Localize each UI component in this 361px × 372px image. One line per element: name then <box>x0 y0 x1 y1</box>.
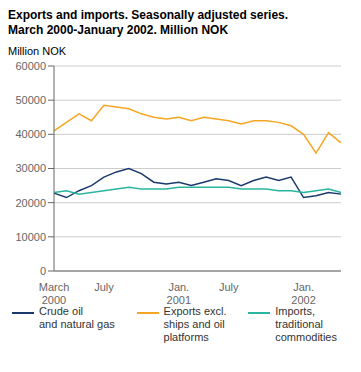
svg-text:0: 0 <box>40 265 46 277</box>
svg-text:10000: 10000 <box>15 231 46 243</box>
svg-text:July: July <box>219 281 239 293</box>
svg-text:50000: 50000 <box>15 94 46 106</box>
html-text:Exports and imports. Seasonall: Exports and imports. Seasonally adjusted… <box>8 8 289 22</box>
svg-text:60000: 60000 <box>15 60 46 72</box>
svg-text:Jan.2002: Jan.2002 <box>291 281 315 306</box>
html-text:Imports, traditional commoditi: Imports, traditional commodities <box>275 305 337 343</box>
html-text:Crude oil and natural gas: Crude oil and natural gas <box>39 305 115 330</box>
svg-text:40000: 40000 <box>15 128 46 140</box>
svg-text:20000: 20000 <box>15 197 46 209</box>
html-text:Exports excl. ships and oil pl: Exports excl. ships and oil platforms <box>163 305 227 343</box>
svg-text:July: July <box>94 281 114 293</box>
svg-text:Jan.2001: Jan.2001 <box>167 281 191 306</box>
html-text:Million NOK: Million NOK <box>8 45 67 57</box>
svg-text:30000: 30000 <box>15 162 46 174</box>
svg-text:March2000: March2000 <box>39 281 70 306</box>
html-text:March 2000-January 2002. Milli: March 2000-January 2002. Million NOK <box>8 23 229 37</box>
